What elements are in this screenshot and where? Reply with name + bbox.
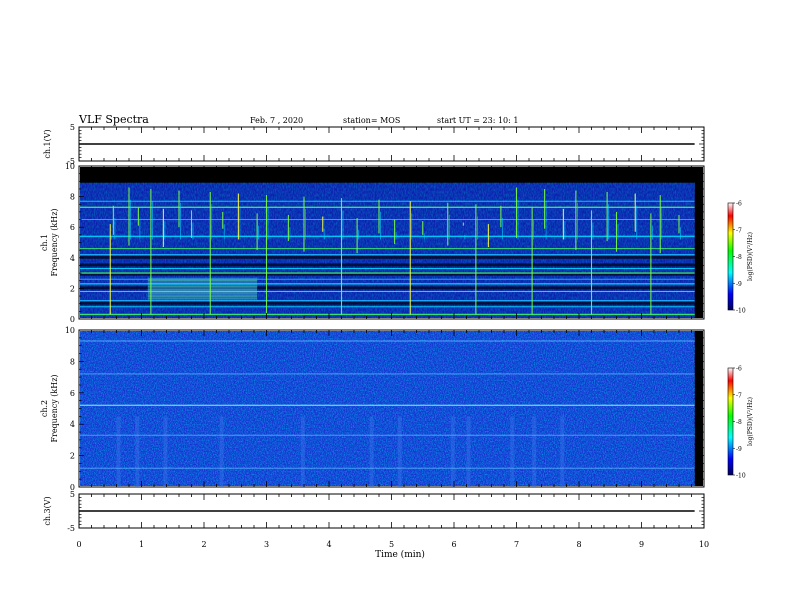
x-tick-label: 7	[514, 540, 519, 549]
x-tick-label: 0	[76, 540, 81, 549]
y-tick-label: 0	[70, 483, 75, 492]
y-tick-label: 10	[65, 326, 75, 335]
y-tick-label: 8	[70, 193, 75, 202]
noise-streak	[300, 416, 305, 487]
colorbar-tick-label: -6	[736, 366, 742, 373]
y-tick-label: 0	[70, 315, 75, 324]
start-ut-label: start UT = 23: 10: 1	[437, 116, 519, 125]
voltage-traces	[79, 143, 695, 512]
colorbar-tick-label: -9	[736, 281, 742, 288]
colorbar	[727, 367, 734, 476]
dark-band	[80, 255, 695, 259]
x-tick-label: 5	[389, 540, 394, 549]
x-tick-labels: 0 1 2 3 4 5 6 7 8 9 10	[76, 540, 709, 549]
x-tick-label: 1	[139, 540, 144, 549]
noise-streak	[510, 416, 515, 487]
station-label: station= MOS	[343, 116, 401, 125]
colorbar-tick-label: -8	[736, 419, 742, 426]
y-tick-label: 10	[65, 162, 75, 171]
y-tick-label: -5	[67, 157, 75, 166]
noise-streak	[450, 416, 455, 487]
date-label: Feb. 7 , 2020	[250, 116, 304, 125]
colorbar-tick-label: -10	[736, 473, 746, 480]
axis-ticks	[78, 126, 705, 529]
ch1-spectrogram	[80, 167, 703, 318]
colorbar-tick-label: -8	[736, 254, 742, 261]
noise-streak	[369, 416, 374, 487]
y-tick-label: 5	[70, 490, 75, 499]
noise-streak	[397, 416, 402, 487]
x-tick-label: 3	[264, 540, 269, 549]
x-tick-label: 6	[451, 540, 456, 549]
colorbar	[727, 202, 734, 311]
y-tick-label: 2	[70, 452, 75, 461]
y-axis-label: ch.1(V)	[43, 129, 52, 158]
y-tick-label: 6	[70, 223, 75, 232]
x-tick-label: 9	[639, 540, 644, 549]
noise-streak	[135, 416, 140, 487]
noise-streak	[560, 416, 565, 487]
colorbar-tick-label: -6	[736, 201, 742, 208]
colorbar-label: log(PSD)(V²/Hz)	[747, 397, 754, 446]
x-axis-label: Time (min)	[375, 549, 425, 560]
noise-texture	[80, 331, 695, 486]
x-tick-label: 4	[326, 540, 331, 549]
y-tick-label: 4	[70, 420, 75, 429]
dark-band	[80, 272, 695, 276]
noise-streak	[116, 416, 121, 487]
dark-band	[80, 263, 695, 267]
y-axis-label: ch.3(V)	[43, 496, 52, 525]
y-tick-label: 5	[70, 123, 75, 132]
y-tick-label: 2	[70, 284, 75, 293]
y-axis-label: ch.1	[40, 234, 49, 251]
y-axis-label: Frequency (kHz)	[50, 208, 59, 276]
y-tick-label: 6	[70, 389, 75, 398]
y-axis-label: Frequency (kHz)	[50, 374, 59, 442]
noise-streak	[219, 416, 224, 487]
y-tick-label: -5	[67, 524, 75, 533]
dark-band	[80, 301, 695, 305]
x-tick-label: 8	[576, 540, 581, 549]
x-tick-label: 10	[699, 540, 709, 549]
colorbars: -6 -7 -8 -9 -10 log(PSD)(V²/Hz) -6 -7 -8 -9 -10 log…	[727, 201, 754, 480]
dark-band	[80, 286, 695, 290]
noise-streak	[163, 416, 168, 487]
x-tick-label: 2	[201, 540, 206, 549]
colorbar-label: log(PSD)(V²/Hz)	[747, 232, 754, 281]
chart-title: VLF Spectra	[79, 113, 149, 126]
y-tick-label: 8	[70, 357, 75, 366]
noise-streak	[466, 416, 471, 487]
y-tick-label: 4	[70, 254, 75, 263]
noise-streak	[532, 416, 537, 487]
y-axis-label: ch.2	[40, 400, 49, 417]
colorbar-tick-label: -7	[736, 392, 742, 399]
y-tick-labels: 5 -5 0 2 4 6 8 10 0 2 4 6 8 10 5 -5	[65, 123, 75, 533]
colorbar-tick-label: -7	[736, 227, 742, 234]
colorbar-tick-label: -10	[736, 308, 746, 315]
y-axis-labels: ch.1(V)ch.1 Frequency (kHz)ch.2 Frequency …	[40, 129, 59, 525]
colorbar-tick-label: -9	[736, 446, 742, 453]
enhanced-band	[147, 277, 258, 300]
ch2-spectrogram	[80, 331, 703, 487]
